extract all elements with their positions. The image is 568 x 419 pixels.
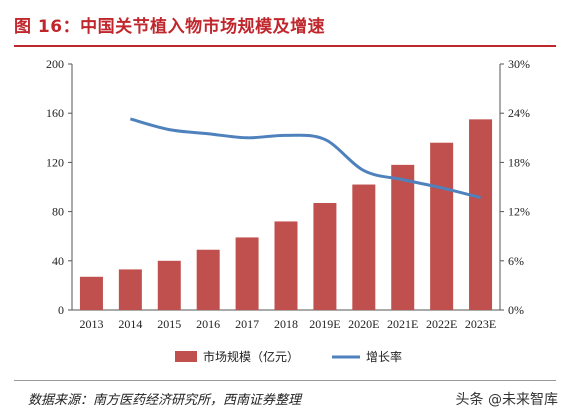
left-tick-label: 40 [52, 254, 64, 268]
x-tick-label: 2021E [387, 317, 418, 331]
x-tick-label: 2014 [118, 317, 142, 331]
bar-2014 [118, 269, 142, 310]
right-tick-label: 6% [508, 254, 524, 268]
x-tick-label: 2015 [157, 317, 181, 331]
chart: 0 40 80 120 160 200 0% 6% 12% 18% 24% 30% 2013 2014 20… [46, 57, 530, 364]
left-tick-label: 160 [46, 106, 64, 120]
x-tick-label: 2018 [274, 317, 298, 331]
x-tick-label: 2022E [426, 317, 457, 331]
bar-2021E [391, 164, 415, 310]
legend-label-bar: 市场规模（亿元） [203, 349, 299, 364]
bar-2023E [469, 119, 493, 310]
x-tick-label: 2016 [196, 317, 220, 331]
bar-2022E [430, 142, 454, 310]
legend-swatch-bar [175, 351, 197, 362]
growth-rate-line [129, 117, 481, 200]
x-tick-label: 2019E [309, 317, 340, 331]
bar-2020E [352, 184, 376, 310]
bar-2016 [196, 249, 220, 310]
left-tick-label: 0 [58, 303, 64, 317]
left-tick-label: 80 [52, 205, 64, 219]
bar-2018 [274, 221, 298, 310]
legend-label-line: 增长率 [366, 349, 402, 364]
x-tick-label: 2023E [465, 317, 496, 331]
bar-2013 [79, 276, 103, 310]
bar-2017 [235, 237, 259, 310]
x-tick-label: 2013 [79, 317, 103, 331]
x-tick-label: 2020E [348, 317, 379, 331]
figure-title: 图 16：中国关节植入物市场规模及增速 [14, 17, 326, 37]
left-tick-label: 120 [46, 155, 64, 169]
left-tick-label: 200 [46, 57, 64, 71]
right-tick-label: 30% [508, 57, 530, 71]
right-tick-label: 18% [508, 155, 530, 169]
bar-2015 [157, 260, 181, 310]
right-tick-label: 12% [508, 205, 530, 219]
right-tick-label: 24% [508, 106, 530, 120]
title-rule [14, 45, 556, 47]
x-tick-label: 2017 [235, 317, 259, 331]
source-rule [14, 380, 556, 381]
bar-2019E [313, 202, 337, 310]
watermark: 头条 @未来智库 [455, 392, 558, 408]
source-note: 数据来源：南方医药经济研究所，西南证券整理 [28, 393, 302, 408]
right-tick-label: 0% [508, 303, 524, 317]
